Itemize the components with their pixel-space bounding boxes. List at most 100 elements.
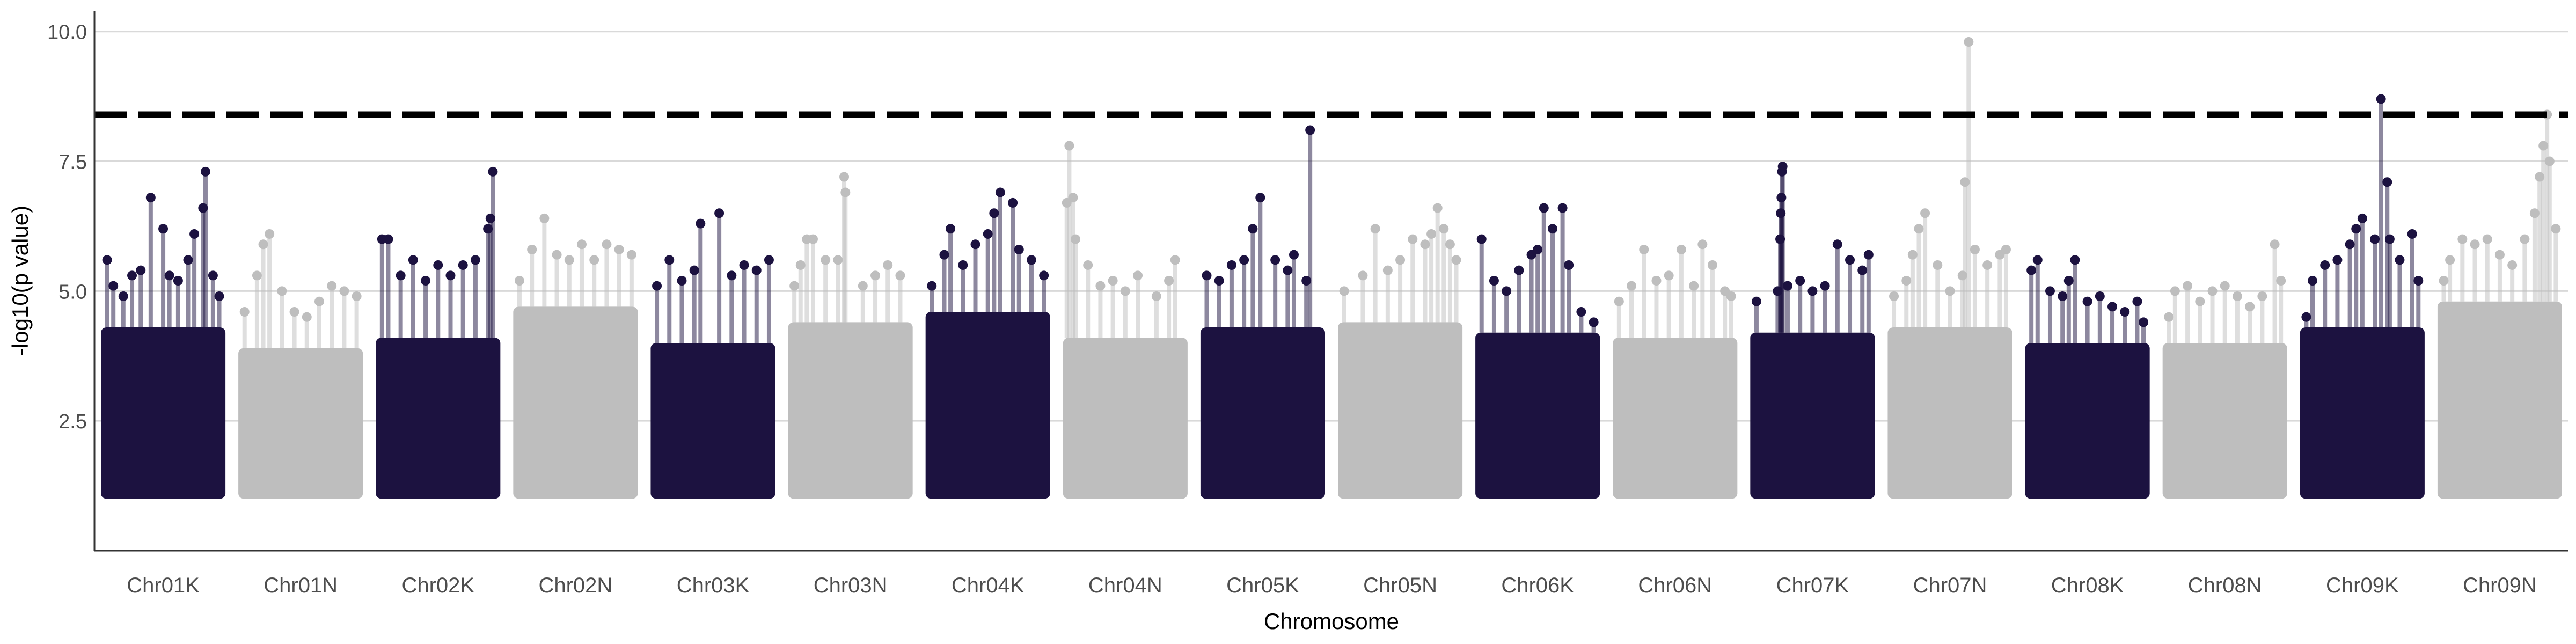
point-column [2497,254,2502,302]
data-point [552,250,562,260]
data-point [2095,291,2105,302]
point-column [517,281,522,307]
point-column [1997,254,2002,328]
x-tick-label: Chr02N [538,574,612,597]
data-point [1426,229,1437,239]
data-point [789,281,800,291]
data-point [2139,317,2149,327]
point-cluster-Chr07K [1750,332,1875,499]
data-point [995,187,1005,197]
series-Chr06N [1613,239,1738,499]
point-column [2185,286,2190,343]
point-column [2097,296,2102,343]
point-column [698,223,703,343]
x-axis-title: Chromosome [1264,609,1399,634]
data-point [208,270,218,281]
data-point [164,270,174,281]
point-column [261,244,266,348]
data-point [2058,291,2068,302]
point-column [411,260,415,338]
point-column [1360,275,1365,323]
data-point [2257,291,2267,302]
point-column [2047,291,2052,343]
point-column [1966,42,1971,328]
data-point [2001,244,2011,254]
data-point [458,260,468,270]
point-column [2472,244,2477,302]
point-column [2304,317,2309,328]
point-cluster-Chr09K [2300,327,2425,499]
point-column [1029,260,1034,312]
point-column [354,296,359,348]
point-column [1098,286,1103,338]
data-point [2107,302,2118,312]
data-point [1576,307,1586,317]
data-point [927,281,937,291]
series-Chr04N [1062,141,1188,499]
data-point [189,229,200,239]
data-point [576,239,587,250]
series-Chr06K [1475,203,1600,499]
data-point [589,255,599,265]
data-point [2376,94,2386,104]
point-column [1775,291,1780,333]
data-point [2232,291,2242,302]
data-point [421,276,431,286]
point-column [1258,197,1263,328]
point-column [2385,182,2390,328]
point-cluster-Chr04K [925,312,1050,499]
point-column [111,286,116,328]
data-point [1726,291,1736,302]
point-column [2198,301,2202,343]
point-column [105,260,109,328]
point-column [2123,312,2127,343]
point-column [973,244,978,312]
data-point [327,281,337,291]
point-column [2360,218,2365,328]
point-column [2387,239,2392,328]
data-point [1539,203,1549,213]
point-column [2235,296,2240,343]
point-column [604,244,609,307]
data-point [1014,244,1024,254]
point-column [2248,306,2252,343]
x-tick-label: Chr07K [1776,574,1849,597]
data-point [2120,307,2130,317]
data-point [1914,224,1924,234]
data-point [1514,265,1524,275]
series-Chr08N [2162,239,2287,499]
point-column [2260,296,2265,343]
plot-marks [101,37,2562,499]
point-column [629,254,634,307]
data-point [1270,255,1280,265]
series-Chr07K [1750,162,1875,499]
point-column [2310,281,2315,328]
data-point [127,270,137,281]
point-column [948,229,953,312]
data-point [1589,317,1599,327]
point-column [2460,239,2465,302]
point-column [130,275,135,328]
point-column [1291,254,1296,328]
data-point [2507,260,2518,270]
point-column [1835,244,1840,333]
data-point [2045,286,2055,296]
data-point [1151,291,1161,302]
point-column [1666,275,1671,338]
data-point [2470,239,2480,250]
point-column [304,317,309,348]
point-column [885,265,890,323]
point-column [1385,270,1390,323]
point-column [2416,281,2421,328]
point-column [138,270,143,328]
data-point [1689,281,1699,291]
point-column [1654,281,1659,338]
data-point [989,208,999,218]
y-tick-labels: 2.5 5.0 7.5 10.0 [47,21,87,433]
point-column [1904,281,1909,328]
point-column [186,260,191,328]
point-column [2272,244,2277,343]
data-point [1064,141,1074,151]
data-point [445,270,456,281]
point-column [942,254,947,312]
